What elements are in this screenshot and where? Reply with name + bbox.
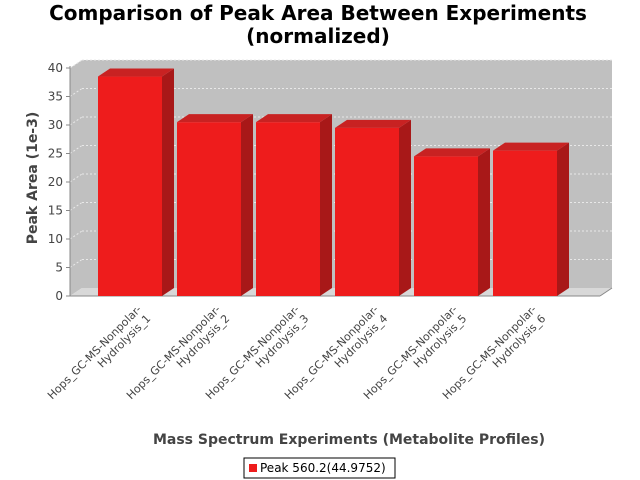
gridline-side	[69, 116, 83, 126]
bar-front	[177, 122, 241, 297]
bar-front	[493, 150, 557, 296]
bar-front	[256, 122, 320, 297]
y-axis: 0 5 10 15 20 25 30 35 40	[48, 61, 71, 303]
y-axis-label: Peak Area (1e-3)	[25, 112, 41, 245]
bar-top	[414, 148, 490, 157]
bar-side	[162, 68, 174, 296]
y-tick-label: 20	[48, 175, 63, 189]
chart-title-line-2: (normalized)	[246, 24, 390, 48]
bars	[98, 68, 569, 297]
gridline-side	[69, 230, 83, 240]
bar	[414, 148, 490, 296]
y-tick-label: 15	[48, 204, 63, 218]
bar-front	[335, 127, 399, 296]
bar-top	[177, 114, 253, 123]
bar-side	[241, 114, 253, 297]
legend-box	[243, 457, 396, 479]
bar	[177, 114, 253, 297]
y-tick-label: 30	[48, 118, 63, 132]
legend-swatch	[249, 464, 257, 472]
bar	[256, 114, 332, 297]
floor-edge	[599, 287, 613, 297]
bar	[98, 68, 174, 296]
bar-side	[399, 119, 411, 296]
bar-front	[98, 76, 162, 296]
x-tick-labels: Hops_GC-MS-Nonpolar-Hydrolysis_1Hops_GC-…	[45, 303, 548, 402]
gridline-side	[69, 202, 83, 211]
bar-top	[493, 142, 569, 151]
bar-side	[478, 148, 490, 296]
chart-title-line-1: Comparison of Peak Area Between Experime…	[49, 1, 587, 25]
y-tick-label: 40	[48, 61, 63, 75]
gridline-side	[69, 145, 83, 154]
y-tick-label: 35	[48, 90, 63, 104]
gridline-side	[69, 59, 83, 69]
gridline-side	[69, 173, 83, 183]
bar-side	[557, 142, 569, 296]
bar-side	[320, 114, 332, 297]
y-tick-label: 5	[55, 261, 63, 275]
bar	[493, 142, 569, 296]
legend-label: Peak 560.2(44.9752)	[260, 461, 386, 475]
bar-front	[414, 156, 478, 296]
y-tick-label: 10	[48, 232, 63, 246]
gridline-side	[69, 259, 83, 268]
x-axis-label: Mass Spectrum Experiments (Metabolite Pr…	[153, 432, 545, 448]
gridline-side	[69, 88, 83, 97]
y-tick-label: 0	[55, 289, 63, 303]
legend: Peak 560.2(44.9752)	[243, 457, 396, 479]
bar-top	[256, 114, 332, 123]
y-tick-label: 25	[48, 147, 63, 161]
bar-top	[98, 68, 174, 77]
bar	[335, 119, 411, 296]
bar-top	[335, 119, 411, 128]
